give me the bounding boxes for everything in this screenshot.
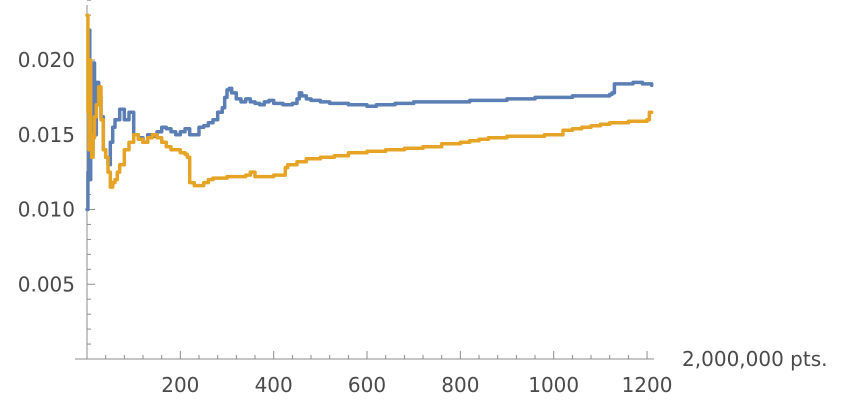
- x-tick-label: 1000: [528, 373, 579, 397]
- x-axis-label: 2,000,000 pts.: [682, 347, 827, 371]
- series-line-2: [85, 13, 654, 189]
- y-tick-label: 0.020: [18, 48, 75, 72]
- x-tick-label: 600: [348, 373, 386, 397]
- x-tick-label: 800: [441, 373, 479, 397]
- ticks: 200 400 600 800 1000 1200 0.005 0.010 0.015 0.020: [18, 0, 673, 397]
- y-tick-label: 0.015: [18, 123, 75, 147]
- series-group: [85, 13, 654, 212]
- x-tick-label: 400: [255, 373, 293, 397]
- y-tick-label: 0.005: [18, 272, 75, 296]
- x-tick-label: 200: [161, 373, 199, 397]
- series-line-1: [85, 28, 654, 212]
- axes: [75, 5, 655, 360]
- y-tick-label: 0.010: [18, 198, 75, 222]
- x-tick-label: 1200: [622, 373, 673, 397]
